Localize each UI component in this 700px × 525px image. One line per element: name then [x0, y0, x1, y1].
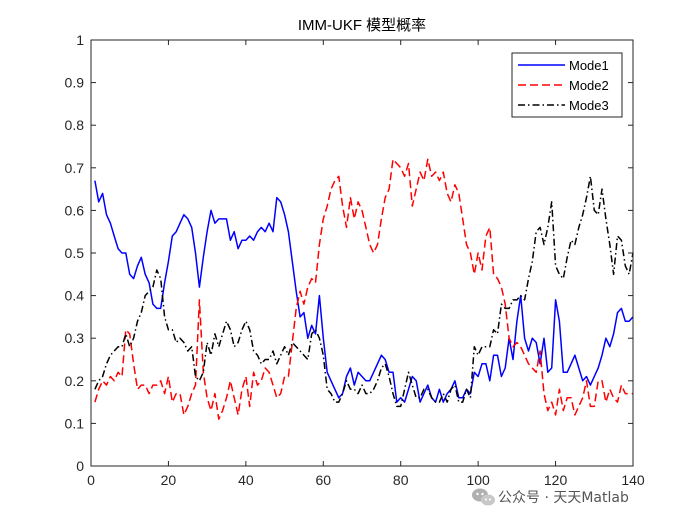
wechat-icon [472, 488, 495, 506]
y-tick-label: 0.4 [65, 288, 85, 304]
x-tick-label: 100 [466, 472, 490, 488]
y-tick-label: 0 [76, 458, 84, 474]
y-tick-label: 0.5 [65, 245, 85, 261]
x-tick-label: 0 [87, 472, 95, 488]
y-tick-label: 0.9 [65, 75, 85, 91]
watermark: 公众号 · 天天Matlab [472, 488, 629, 506]
x-tick-label: 140 [621, 472, 645, 488]
chart-title: IMM-UKF 模型概率 [298, 17, 426, 34]
y-tick-label: 0.7 [65, 160, 85, 176]
legend-label-mode2: Mode2 [569, 78, 609, 93]
ticks-layer: 0 20 40 60 80 100 120 140 0 0.1 0.2 0.3 0.4 0.5 0.6 0.7… [65, 32, 645, 488]
x-tick-label: 60 [315, 472, 331, 488]
y-tick-label: 0.8 [65, 117, 85, 133]
series-line-mode1 [94, 180, 634, 403]
y-tick-label: 1 [76, 32, 84, 48]
y-tick-label: 0.3 [65, 330, 85, 346]
x-tick-label: 20 [161, 472, 177, 488]
watermark-text: 公众号 · 天天Matlab [498, 490, 629, 506]
legend-label-mode3: Mode3 [569, 98, 609, 113]
x-tick-label: 40 [238, 472, 254, 488]
series-layer [94, 158, 634, 420]
legend-label-mode1: Mode1 [569, 58, 609, 73]
legend: Mode1 Mode2 Mode3 [511, 52, 623, 118]
series-line-mode3 [94, 175, 634, 408]
x-tick-label: 120 [544, 472, 568, 488]
series-line-mode2 [94, 158, 633, 420]
y-tick-label: 0.2 [65, 373, 85, 389]
y-tick-label: 0.1 [65, 415, 85, 431]
y-tick-label: 0.6 [65, 202, 85, 218]
x-tick-label: 80 [393, 472, 409, 488]
